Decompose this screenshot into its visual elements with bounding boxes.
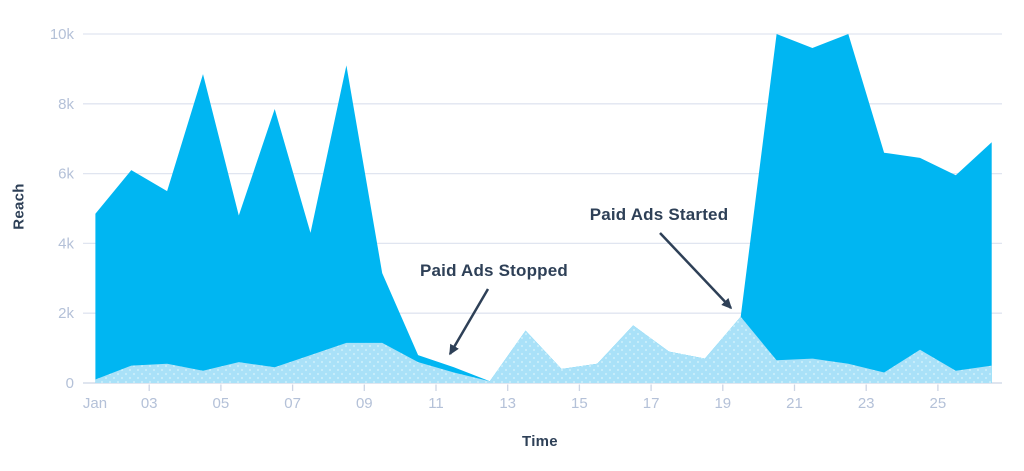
x-axis-title: Time (522, 433, 558, 450)
axis-layer: Jan 03 05 07 09 11 13 15 17 19 21 23 25 (83, 384, 947, 412)
area-layer (95, 34, 992, 383)
annotation-arrow-2 (659, 232, 733, 310)
y-tick-label-0: 0 (66, 375, 74, 392)
x-tick-label-09: 09 (356, 395, 373, 412)
annotation-arrow-1 (448, 288, 490, 356)
x-tick-label-11: 11 (428, 395, 444, 412)
x-tick-label-07: 07 (284, 395, 301, 412)
y-tick-label-2k: 2k (58, 305, 74, 322)
x-tick-label-15: 15 (571, 395, 588, 412)
x-tick-label-21: 21 (786, 395, 803, 412)
total-reach-dark-area (95, 34, 992, 383)
x-tick-label-25: 25 (930, 395, 947, 412)
organic-reach-light-area (95, 316, 992, 383)
x-tick-label-17: 17 (643, 395, 660, 412)
y-axis-title: Reach (10, 183, 28, 230)
y-tick-label-4k: 4k (58, 235, 74, 252)
annotation-paid-ads-started: Paid Ads Started (589, 205, 729, 224)
x-tick-label-03: 03 (141, 395, 158, 412)
x-tick-label-19: 19 (714, 395, 731, 412)
y-tick-label-8k: 8k (58, 96, 74, 113)
y-tick-label-10k: 10k (50, 26, 75, 43)
y-tick-label-6k: 6k (58, 166, 74, 183)
x-tick-label-Jan: Jan (83, 395, 107, 412)
x-tick-label-13: 13 (499, 395, 516, 412)
x-tick-label-05: 05 (213, 395, 230, 412)
annotation-arrow-layer (448, 232, 733, 356)
x-tick-label-23: 23 (858, 395, 875, 412)
annotation-paid-ads-stopped: Paid Ads Stopped (419, 261, 569, 280)
